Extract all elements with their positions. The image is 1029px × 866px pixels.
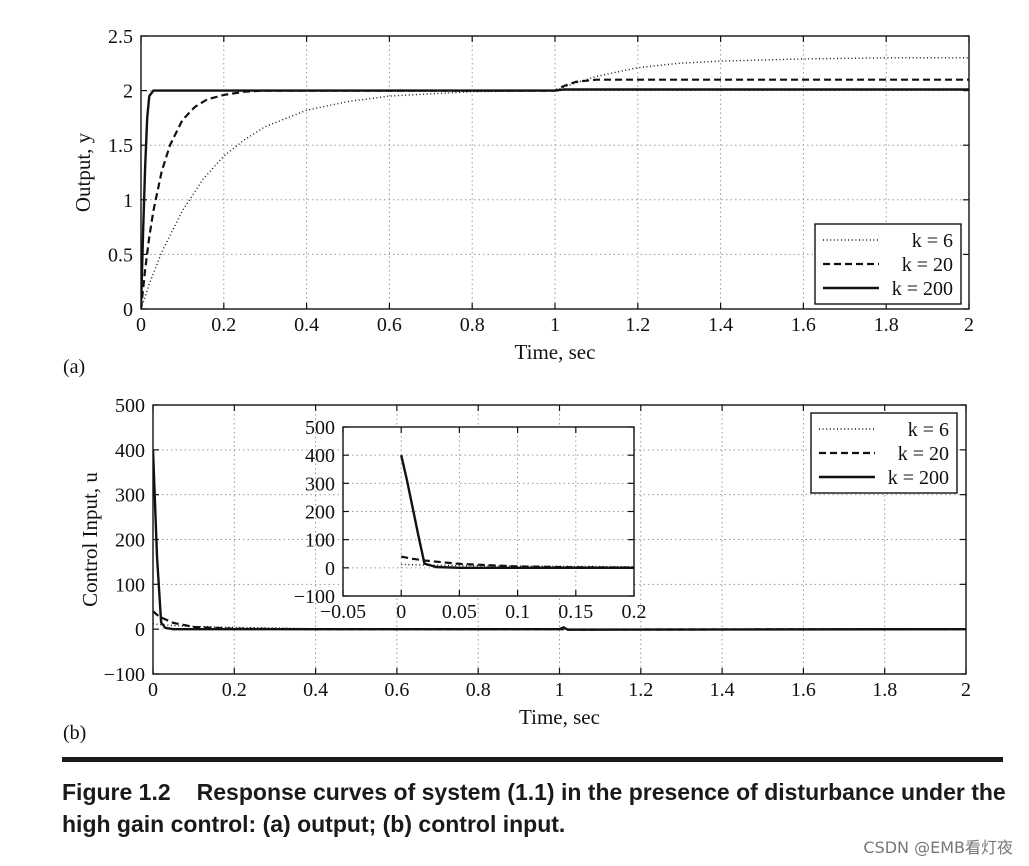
x-tick-label: 0 <box>148 679 158 701</box>
y-tick-label: 400 <box>115 440 145 462</box>
x-tick-label: −0.05 <box>320 601 366 623</box>
x-tick-label: 0.6 <box>384 679 409 701</box>
y-tick-label: 1 <box>123 190 133 212</box>
caption-text: Response curves of system (1.1) in the p… <box>62 779 1006 837</box>
y-tick-label: 0.5 <box>108 244 133 266</box>
x-tick-label: 1 <box>550 314 560 336</box>
series-line-dashed <box>400 555 634 569</box>
y-axis-label: Control Input, u <box>78 472 102 607</box>
series-group <box>153 449 966 631</box>
y-tick-label: 500 <box>115 395 145 417</box>
x-tick-label: 2 <box>964 314 974 336</box>
series-group <box>141 57 969 309</box>
y-tick-label: 300 <box>115 485 145 507</box>
y-tick-label: 1.5 <box>108 135 133 157</box>
x-tick-label: 0.1 <box>505 601 530 623</box>
caption-number: Figure 1.2 <box>62 779 171 805</box>
x-tick-label: 1.8 <box>872 679 897 701</box>
x-tick-label: 1.6 <box>791 314 816 336</box>
y-tick-label: −100 <box>104 664 145 686</box>
x-tick-label: 1.2 <box>625 314 650 336</box>
x-tick-label: 0 <box>136 314 146 336</box>
legend-label: k = 200 <box>892 278 953 300</box>
series-line-solid <box>400 454 634 570</box>
x-tick-label: 0.4 <box>294 314 319 336</box>
y-tick-label: −100 <box>294 586 335 608</box>
watermark: CSDN @EMB看灯夜 <box>863 838 1013 857</box>
x-tick-label: 0 <box>396 601 406 623</box>
x-tick-label: 0.05 <box>442 601 477 623</box>
y-tick-label: 2.5 <box>108 26 133 48</box>
x-tick-label: 1.8 <box>874 314 899 336</box>
y-tick-label: 400 <box>305 445 335 467</box>
panel-label-b: (b) <box>63 722 87 744</box>
x-axis-label: Time, sec <box>519 705 600 729</box>
legend-label: k = 6 <box>908 419 949 441</box>
y-tick-label: 100 <box>115 574 145 596</box>
x-tick-label: 0.2 <box>622 601 647 623</box>
y-tick-label: 200 <box>305 502 335 524</box>
series-line-dotted <box>141 57 969 309</box>
x-tick-label: 0.4 <box>303 679 328 701</box>
y-tick-label: 0 <box>123 299 133 321</box>
x-tick-label: 1.4 <box>708 314 733 336</box>
legend-label: k = 6 <box>912 230 953 252</box>
x-tick-label: 1.6 <box>791 679 816 701</box>
x-tick-label: 0.8 <box>466 679 491 701</box>
y-tick-label: 200 <box>115 530 145 552</box>
y-tick-label: 100 <box>305 530 335 552</box>
figure-caption: Figure 1.2 Response curves of system (1.1… <box>62 776 1012 840</box>
y-axis-label: Output, y <box>71 132 95 212</box>
x-tick-label: 1.2 <box>628 679 653 701</box>
x-tick-label: 2 <box>961 679 971 701</box>
x-tick-label: 0.8 <box>460 314 485 336</box>
x-tick-label: 1.4 <box>710 679 735 701</box>
x-tick-label: 1 <box>555 679 565 701</box>
y-tick-label: 0 <box>325 558 335 580</box>
legend-label: k = 20 <box>902 254 953 276</box>
caption-rule <box>62 757 1003 762</box>
legend-label: k = 200 <box>888 467 949 489</box>
series-line-dashed <box>141 78 969 309</box>
x-tick-label: 0.6 <box>377 314 402 336</box>
x-tick-label: 0.15 <box>558 601 593 623</box>
series-line-solid <box>141 88 969 309</box>
series-line-dotted <box>401 563 634 568</box>
y-tick-label: 300 <box>305 473 335 495</box>
x-tick-label: 0.2 <box>222 679 247 701</box>
series-group <box>400 454 634 570</box>
y-tick-label: 0 <box>135 619 145 641</box>
y-tick-label: 2 <box>123 81 133 103</box>
series-line-solid <box>153 449 966 631</box>
y-tick-label: 500 <box>305 417 335 439</box>
x-axis-label: Time, sec <box>515 340 596 364</box>
panel-label-a: (a) <box>63 356 86 378</box>
x-tick-label: 0.2 <box>211 314 236 336</box>
legend-label: k = 20 <box>898 443 949 465</box>
